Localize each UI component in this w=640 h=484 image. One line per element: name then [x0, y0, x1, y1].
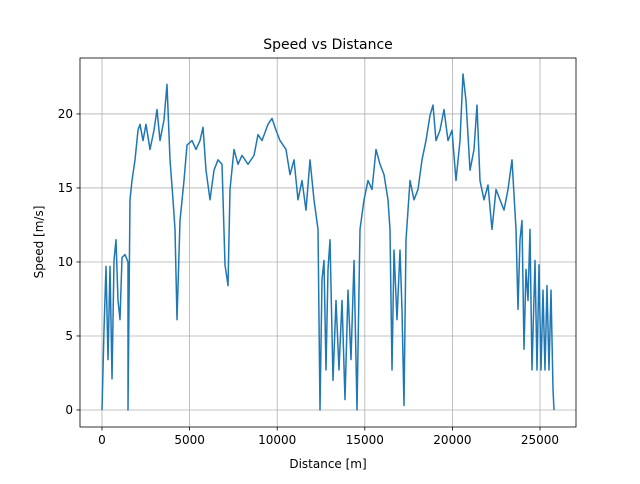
y-axis-label: Speed [m/s]: [32, 206, 46, 279]
y-tick-label: 5: [65, 329, 73, 343]
plot-area: [80, 58, 576, 427]
y-tick-label: 0: [65, 403, 73, 417]
x-tick-label: 0: [98, 433, 106, 447]
y-tick-label: 10: [58, 255, 73, 269]
x-tick-label: 5000: [174, 433, 205, 447]
x-tick-label: 20000: [433, 433, 471, 447]
y-tick-label: 15: [58, 181, 73, 195]
x-tick-label: 15000: [346, 433, 384, 447]
x-tick-label: 25000: [521, 433, 559, 447]
x-tick-label: 10000: [258, 433, 296, 447]
data-line: [101, 73, 555, 411]
y-tick-label: 20: [58, 107, 73, 121]
axes-frame: [79, 57, 577, 428]
x-axis-label: Distance [m]: [289, 457, 366, 471]
chart-title: Speed vs Distance: [263, 37, 393, 53]
